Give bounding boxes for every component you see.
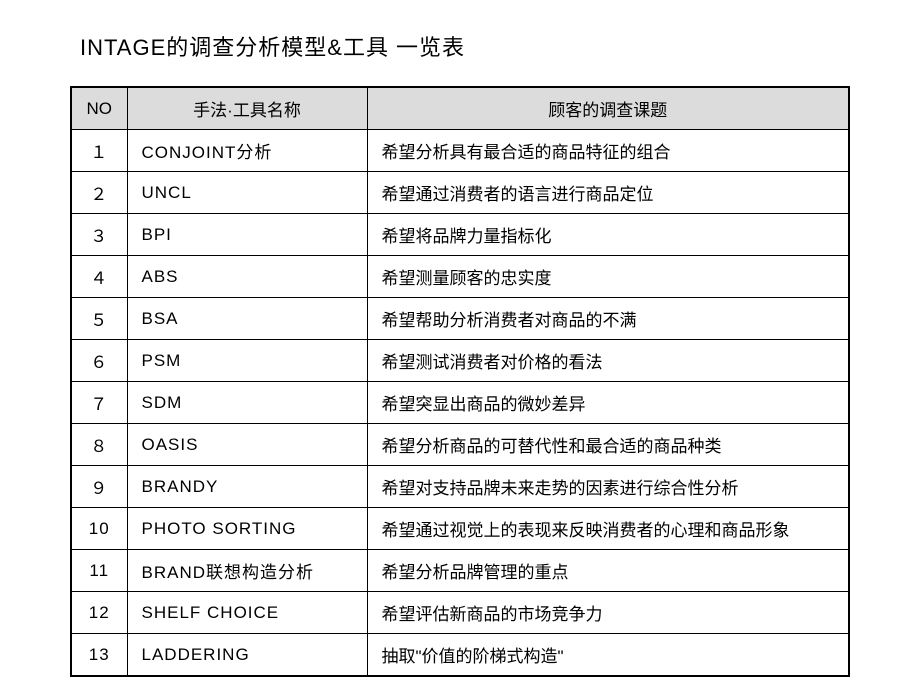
header-desc: 顾客的调查课题 [367, 87, 849, 130]
cell-no: ２ [71, 172, 127, 214]
cell-name: BRAND联想构造分析 [127, 550, 367, 592]
cell-name: SHELF CHOICE [127, 592, 367, 634]
table-row: ３BPI希望将品牌力量指标化 [71, 214, 849, 256]
cell-name: SDM [127, 382, 367, 424]
cell-no: １ [71, 130, 127, 172]
table-header-row: NO 手法·工具名称 顾客的调查课题 [71, 87, 849, 130]
table-row: １CONJOINT分析希望分析具有最合适的商品特征的组合 [71, 130, 849, 172]
cell-no: ４ [71, 256, 127, 298]
cell-name: BPI [127, 214, 367, 256]
cell-desc: 希望分析具有最合适的商品特征的组合 [367, 130, 849, 172]
table-row: ２UNCL希望通过消费者的语言进行商品定位 [71, 172, 849, 214]
table-row: ７SDM希望突显出商品的微妙差异 [71, 382, 849, 424]
table-row: ５BSA希望帮助分析消费者对商品的不满 [71, 298, 849, 340]
cell-desc: 希望突显出商品的微妙差异 [367, 382, 849, 424]
table-row: 13LADDERING抽取"价值的阶梯式构造" [71, 634, 849, 677]
cell-desc: 希望通过消费者的语言进行商品定位 [367, 172, 849, 214]
cell-name: PSM [127, 340, 367, 382]
cell-desc: 希望测量顾客的忠实度 [367, 256, 849, 298]
cell-no: 11 [71, 550, 127, 592]
cell-desc: 希望通过视觉上的表现来反映消费者的心理和商品形象 [367, 508, 849, 550]
cell-no: 13 [71, 634, 127, 677]
cell-no: ９ [71, 466, 127, 508]
cell-name: CONJOINT分析 [127, 130, 367, 172]
cell-desc: 希望将品牌力量指标化 [367, 214, 849, 256]
header-name: 手法·工具名称 [127, 87, 367, 130]
table-row: ８OASIS希望分析商品的可替代性和最合适的商品种类 [71, 424, 849, 466]
table-body: １CONJOINT分析希望分析具有最合适的商品特征的组合２UNCL希望通过消费者… [71, 130, 849, 677]
cell-name: BSA [127, 298, 367, 340]
cell-no: ７ [71, 382, 127, 424]
cell-desc: 希望评估新商品的市场竞争力 [367, 592, 849, 634]
cell-desc: 希望测试消费者对价格的看法 [367, 340, 849, 382]
header-no: NO [71, 87, 127, 130]
cell-no: ８ [71, 424, 127, 466]
table-row: ６PSM希望测试消费者对价格的看法 [71, 340, 849, 382]
cell-name: UNCL [127, 172, 367, 214]
cell-no: ５ [71, 298, 127, 340]
cell-no: ６ [71, 340, 127, 382]
cell-name: PHOTO SORTING [127, 508, 367, 550]
cell-name: BRANDY [127, 466, 367, 508]
cell-desc: 希望对支持品牌未来走势的因素进行综合性分析 [367, 466, 849, 508]
table-row: 10PHOTO SORTING希望通过视觉上的表现来反映消费者的心理和商品形象 [71, 508, 849, 550]
cell-desc: 希望分析品牌管理的重点 [367, 550, 849, 592]
cell-no: ３ [71, 214, 127, 256]
table-row: ９BRANDY希望对支持品牌未来走势的因素进行综合性分析 [71, 466, 849, 508]
tools-table: NO 手法·工具名称 顾客的调查课题 １CONJOINT分析希望分析具有最合适的… [70, 86, 850, 677]
table-row: ４ABS希望测量顾客的忠实度 [71, 256, 849, 298]
table-row: 11BRAND联想构造分析希望分析品牌管理的重点 [71, 550, 849, 592]
page-title: INTAGE的调查分析模型&工具 一览表 [70, 30, 850, 62]
cell-name: ABS [127, 256, 367, 298]
cell-no: 10 [71, 508, 127, 550]
cell-desc: 希望帮助分析消费者对商品的不满 [367, 298, 849, 340]
cell-no: 12 [71, 592, 127, 634]
cell-desc: 抽取"价值的阶梯式构造" [367, 634, 849, 677]
table-row: 12SHELF CHOICE希望评估新商品的市场竞争力 [71, 592, 849, 634]
cell-name: OASIS [127, 424, 367, 466]
cell-name: LADDERING [127, 634, 367, 677]
cell-desc: 希望分析商品的可替代性和最合适的商品种类 [367, 424, 849, 466]
